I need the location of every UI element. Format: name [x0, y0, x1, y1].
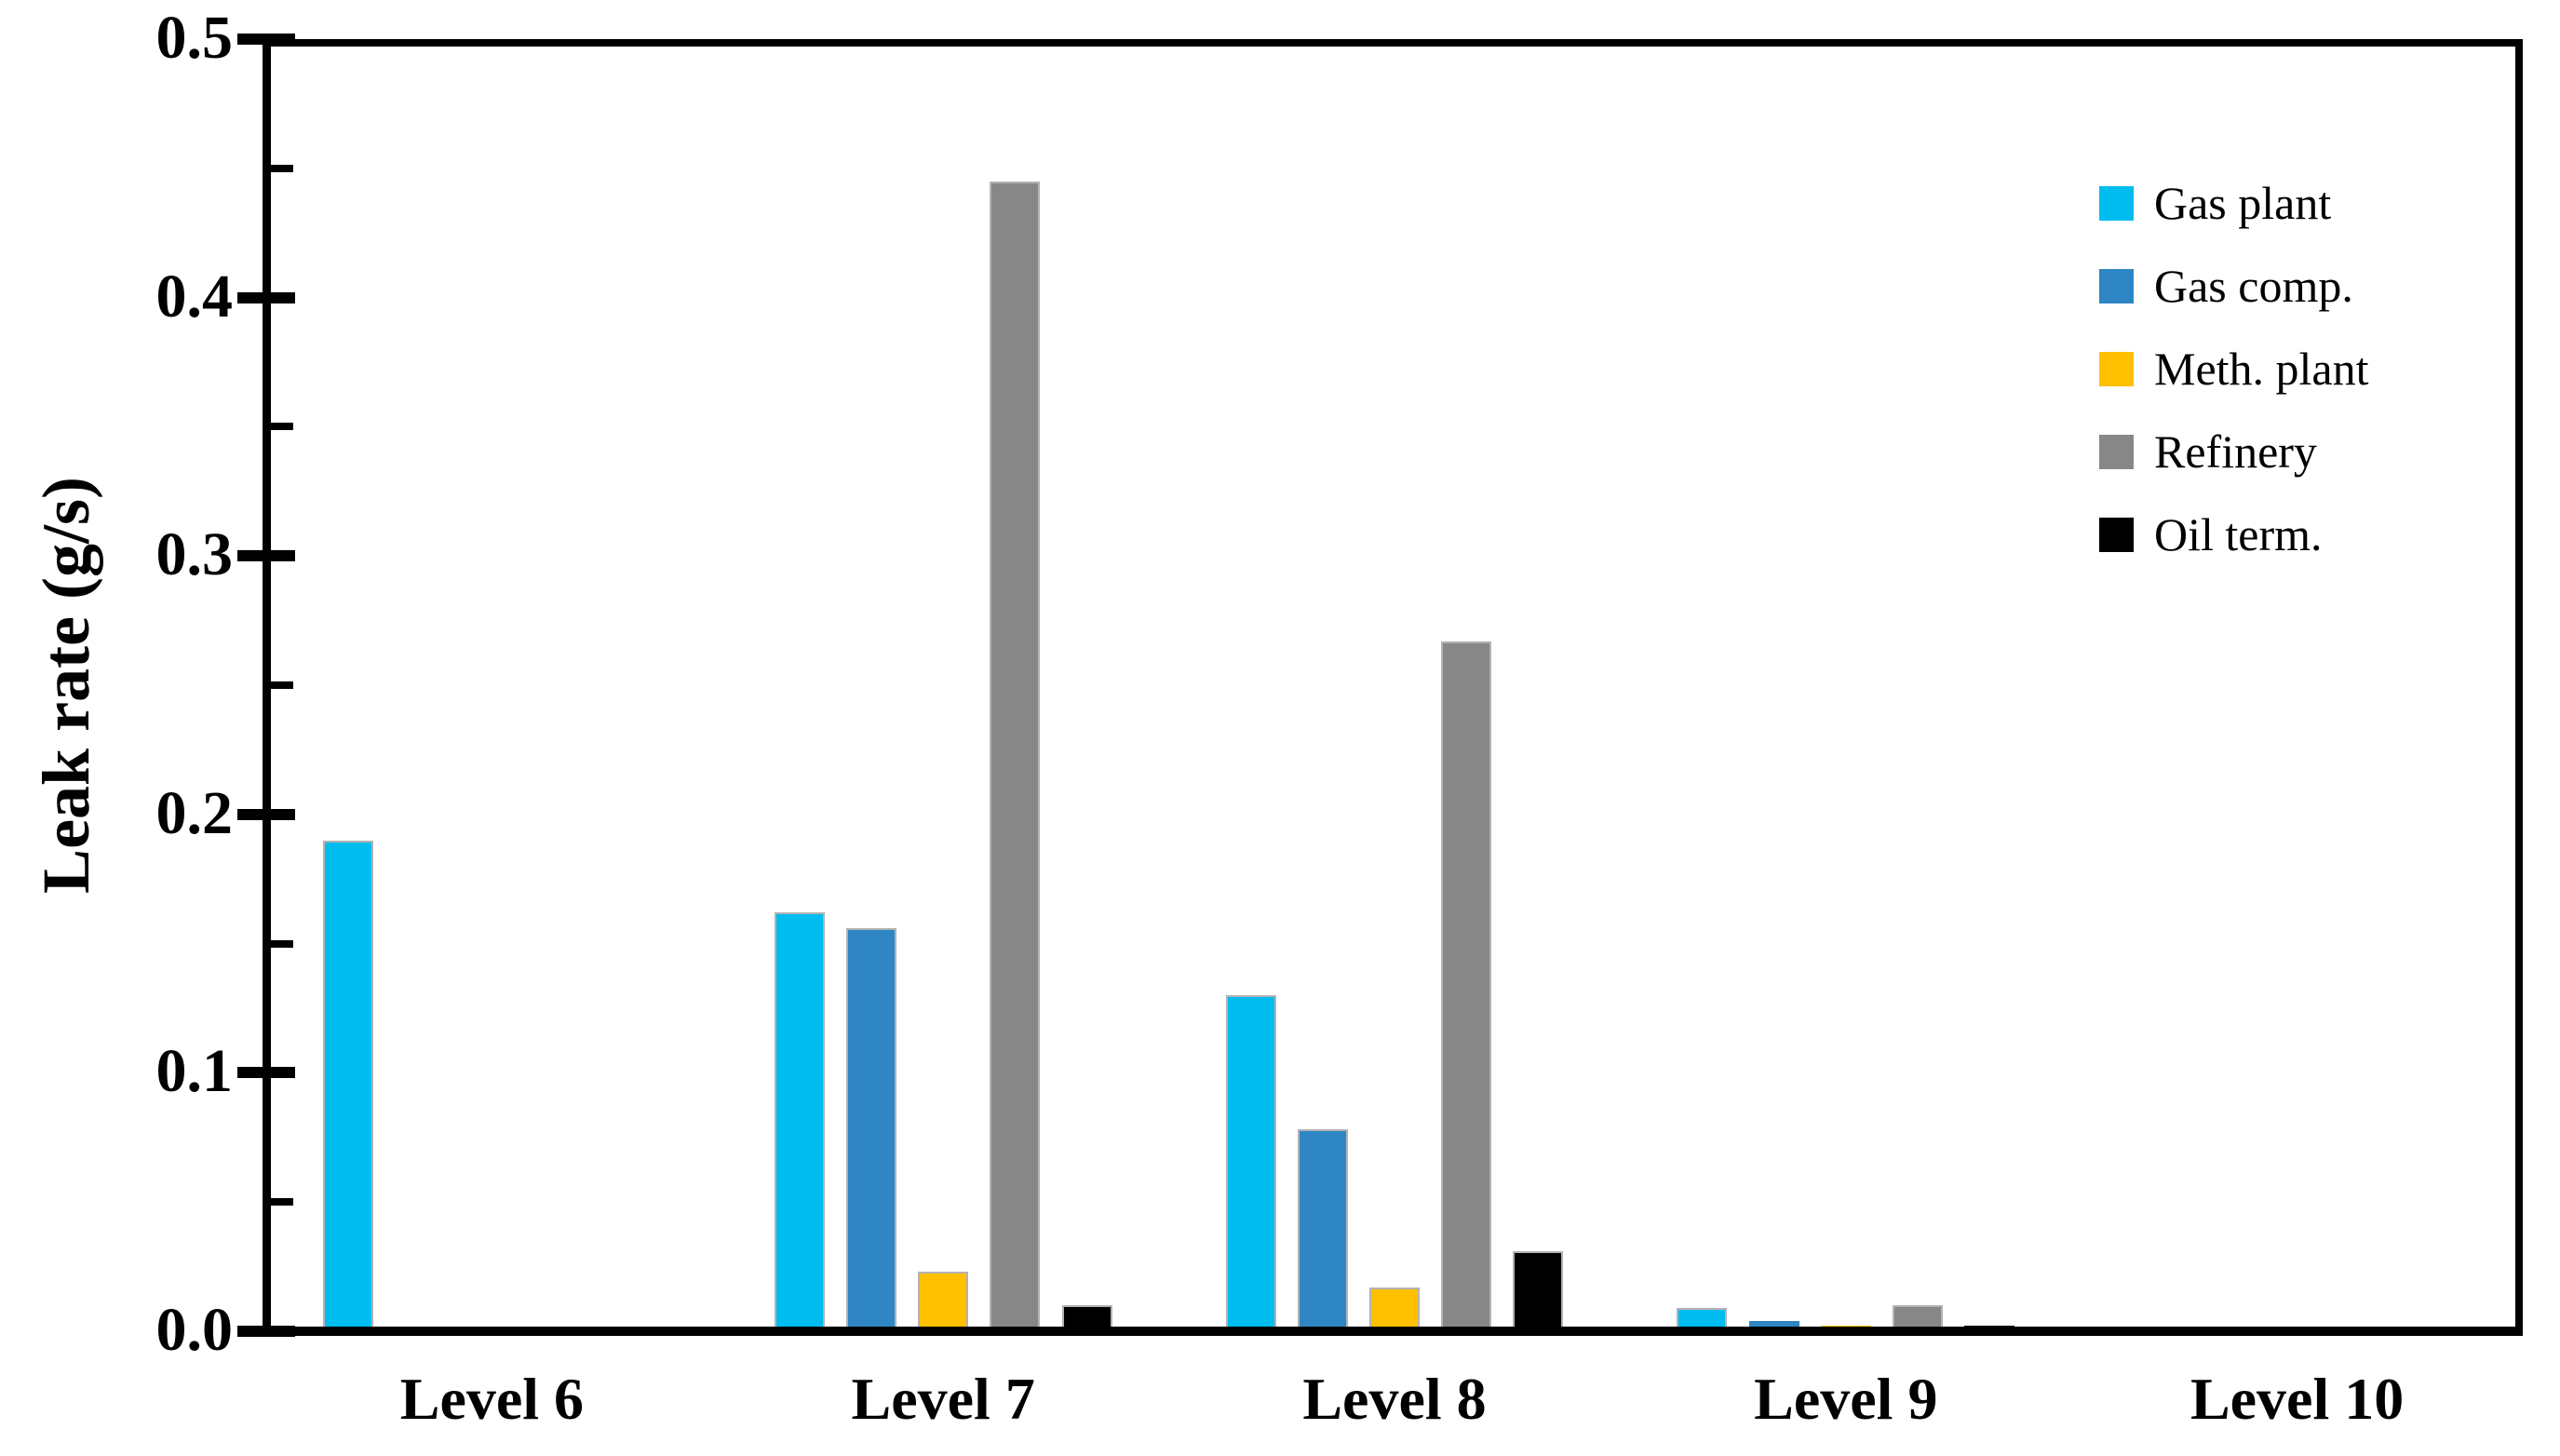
plot-frame-right [2515, 39, 2523, 1331]
y-major-tick [237, 1067, 295, 1079]
bar-gas-comp-level-8 [1297, 1129, 1348, 1331]
legend-swatch-icon [2099, 185, 2134, 221]
legend-item-gas-comp: Gas comp. [2099, 260, 2369, 312]
legend-swatch-icon [2099, 434, 2134, 469]
y-tick-label: 0.5 [155, 4, 234, 72]
y-major-tick [237, 550, 295, 562]
y-tick-label: 0.4 [155, 262, 234, 330]
y-axis-line [263, 39, 271, 1331]
legend-label: Meth. plant [2154, 343, 2369, 395]
bar-gas-comp-level-7 [845, 927, 896, 1331]
legend-label: Oil term. [2154, 508, 2323, 560]
plot-frame-top [266, 39, 2523, 47]
legend-label: Refinery [2154, 425, 2317, 478]
bar-meth-plant-level-7 [918, 1272, 969, 1331]
legend-label: Gas comp. [2154, 260, 2353, 312]
legend-swatch-icon [2099, 351, 2134, 386]
y-minor-tick [271, 1198, 293, 1207]
y-major-tick [237, 1326, 295, 1337]
bar-refinery-level-7 [990, 181, 1041, 1331]
legend-swatch-icon [2099, 268, 2134, 303]
y-tick-label: 0.0 [155, 1296, 234, 1364]
bar-meth-plant-level-8 [1368, 1287, 1420, 1331]
bar-group-level-9 [1620, 39, 2071, 1331]
y-major-tick [237, 291, 295, 303]
legend-label: Gas plant [2154, 177, 2332, 229]
x-category-label-level-9: Level 9 [1754, 1366, 1938, 1432]
bar-group-level-7 [718, 39, 1169, 1331]
bar-refinery-level-8 [1441, 640, 1492, 1331]
y-major-tick [237, 808, 295, 820]
bar-group-level-8 [1169, 39, 1621, 1331]
legend: Gas plant Gas comp. Meth. plant Refinery Oil… [2099, 177, 2369, 591]
bar-oil-term-level-8 [1513, 1250, 1564, 1331]
plot-area [263, 39, 2523, 1336]
legend-item-gas-plant: Gas plant [2099, 177, 2369, 229]
y-tick-label: 0.1 [155, 1037, 234, 1106]
legend-item-refinery: Refinery [2099, 425, 2369, 478]
x-axis-line [266, 1327, 2523, 1336]
x-category-label-level-7: Level 7 [851, 1366, 1035, 1432]
y-tick-label: 0.2 [155, 778, 234, 847]
x-category-label-level-10: Level 10 [2189, 1366, 2405, 1432]
legend-item-oil-term: Oil term. [2099, 508, 2369, 560]
y-major-tick [237, 34, 295, 45]
x-category-label-level-6: Level 6 [399, 1366, 585, 1432]
y-tick-label: 0.3 [155, 520, 234, 589]
y-minor-tick [271, 164, 293, 172]
y-minor-tick [271, 939, 293, 948]
y-minor-tick [271, 681, 293, 689]
bar-gas-plant-level-6 [323, 840, 373, 1331]
bar-group-level-6 [266, 39, 718, 1331]
legend-item-meth-plant: Meth. plant [2099, 343, 2369, 395]
bar-gas-plant-level-8 [1225, 995, 1276, 1331]
y-minor-tick [271, 423, 293, 431]
x-category-label-level-8: Level 8 [1302, 1366, 1487, 1432]
bar-gas-plant-level-7 [774, 912, 825, 1331]
bar-gas-comp-level-9 [1748, 1320, 1799, 1331]
legend-swatch-icon [2099, 517, 2134, 552]
